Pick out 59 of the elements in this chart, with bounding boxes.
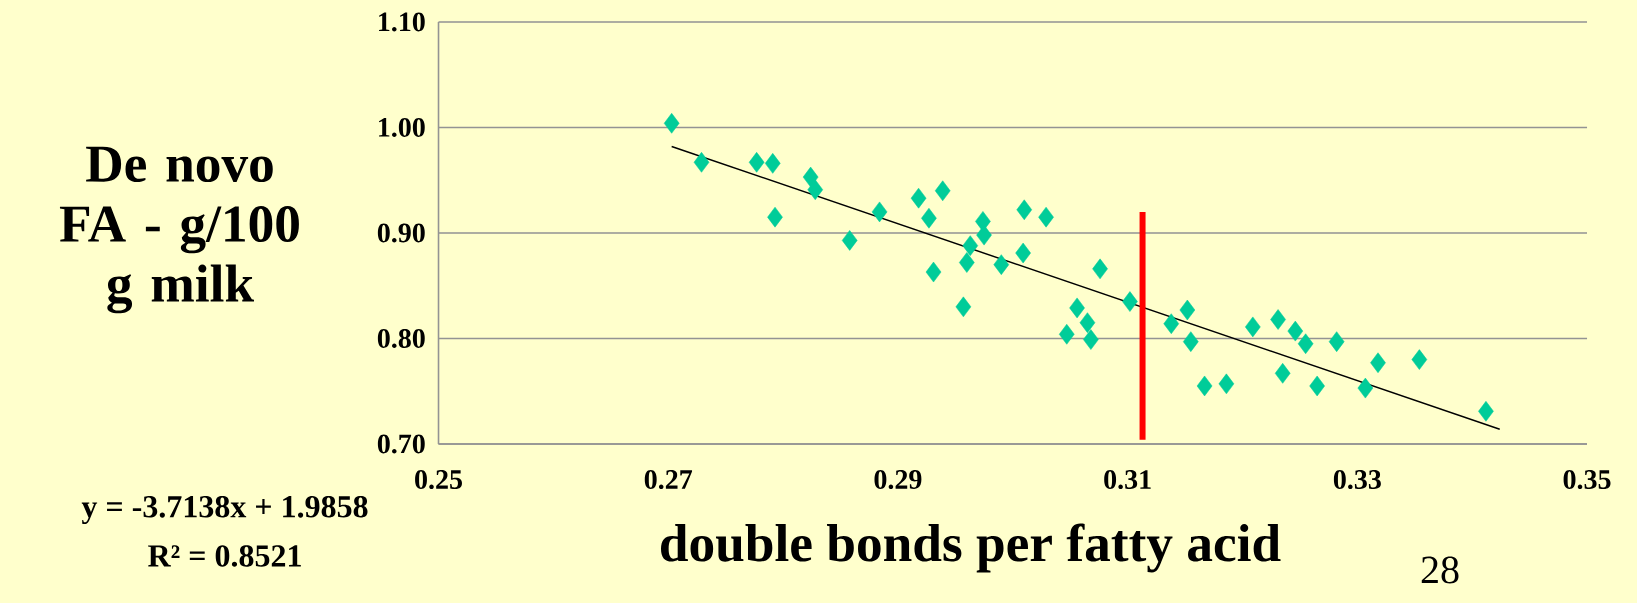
- point: [1328, 331, 1345, 352]
- x-tick-label: 0.29: [874, 470, 922, 490]
- point: [1179, 299, 1196, 321]
- x-tick-label: 0.33: [1333, 470, 1381, 490]
- point: [693, 152, 710, 173]
- x-tick-label: 0.25: [415, 470, 462, 490]
- y-tick-label: 0.80: [377, 329, 425, 349]
- point: [934, 180, 951, 202]
- point: [748, 152, 765, 173]
- point: [1183, 331, 1199, 352]
- point: [976, 224, 992, 246]
- point: [1016, 199, 1033, 221]
- point: [1274, 363, 1291, 384]
- point: [1038, 206, 1054, 228]
- point: [1083, 329, 1099, 350]
- text: y = -3.7138x + 1.9858: [81, 495, 368, 525]
- point: [1297, 333, 1314, 355]
- point: [1309, 375, 1325, 397]
- point: [767, 206, 783, 228]
- point: [1069, 297, 1085, 319]
- point: [955, 296, 972, 318]
- point: [1092, 258, 1108, 280]
- text: 28: [1421, 556, 1459, 584]
- point: [993, 254, 1010, 275]
- point: [959, 252, 975, 273]
- point: [1058, 324, 1075, 345]
- x-axis-title: double bonds per fatty acid: [661, 523, 1281, 573]
- point: [1245, 316, 1261, 338]
- point: [1357, 377, 1374, 399]
- y-tick-label: 0.90: [377, 223, 425, 243]
- x-tick-label: 0.35: [1563, 470, 1611, 490]
- point: [807, 179, 823, 201]
- point: [1015, 242, 1031, 264]
- point: [921, 207, 937, 229]
- point: [764, 153, 781, 174]
- point: [871, 201, 888, 223]
- x-tick-label: 0.27: [644, 470, 693, 490]
- point: [910, 187, 927, 209]
- y-tick-label: 1.00: [379, 118, 425, 138]
- x-tick-label: 0.31: [1104, 470, 1151, 490]
- y-tick-label: 0.70: [377, 434, 425, 454]
- point: [1218, 373, 1235, 395]
- point: [1411, 349, 1428, 370]
- point: [841, 230, 858, 251]
- point: [1196, 375, 1213, 397]
- point: [925, 261, 942, 283]
- point: [663, 113, 680, 134]
- point: [1287, 320, 1304, 342]
- point: [962, 235, 979, 256]
- point: [1370, 352, 1386, 374]
- y-tick-label: 1.10: [379, 12, 425, 32]
- point: [1079, 312, 1096, 333]
- point: [1163, 313, 1180, 334]
- point: [802, 166, 819, 188]
- point: [1122, 291, 1138, 312]
- point: [1270, 309, 1286, 330]
- point: [1478, 401, 1494, 422]
- y-axis-title: De novo FA - g/100 g milk: [59, 146, 299, 314]
- text: R² = 0.8521: [148, 545, 301, 567]
